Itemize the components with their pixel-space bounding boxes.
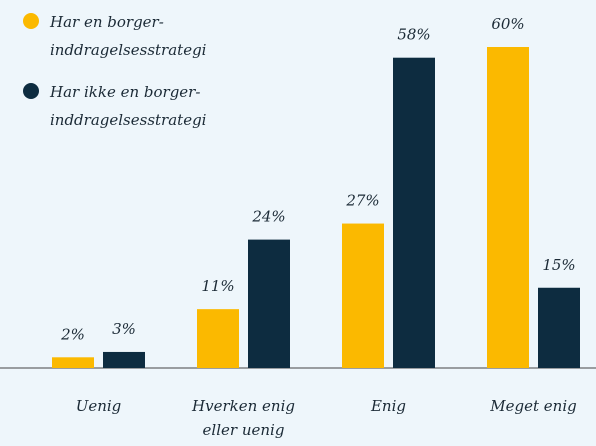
legend-label-line: Har ikke en borger- [49,83,200,101]
x-tick-label: Uenig [76,397,122,415]
x-tick-label: Hverken enig eller uenig [191,397,295,439]
legend-marker [23,83,39,99]
x-tick-label-line: Meget enig [489,397,576,415]
value-label: 15% [542,256,575,274]
bar [248,239,290,368]
legend-label-line: Har en borger- [49,13,164,31]
legend-label-line: inddragelsesstrategi [50,111,207,129]
bar [103,351,145,368]
legend-label-line: inddragelsesstrategi [50,41,207,59]
legend-label: Har ikke en borger-inddragelsesstrategi [49,83,207,129]
legend-label: Har en borger-inddragelsesstrategi [49,13,207,59]
bar [197,309,239,368]
x-tick-label-line: Enig [370,397,406,415]
x-tick-label-line: eller uenig [203,421,285,439]
value-label: 3% [112,320,136,338]
bar [538,287,580,368]
legend-marker [23,13,39,29]
x-tick-label-line: Hverken enig [191,397,295,415]
bar [342,223,384,368]
x-tick-label: Enig [370,397,406,415]
bar [52,357,94,368]
value-label: 24% [251,208,285,226]
x-tick-label-line: Uenig [76,397,122,415]
value-label: 60% [491,15,524,33]
value-label: 2% [60,325,85,343]
value-label: 58% [397,26,430,44]
x-tick-label: Meget enig [489,397,576,415]
value-label: 11% [201,277,234,295]
bar [487,47,529,368]
value-label: 27% [345,192,379,210]
bar [393,57,435,368]
